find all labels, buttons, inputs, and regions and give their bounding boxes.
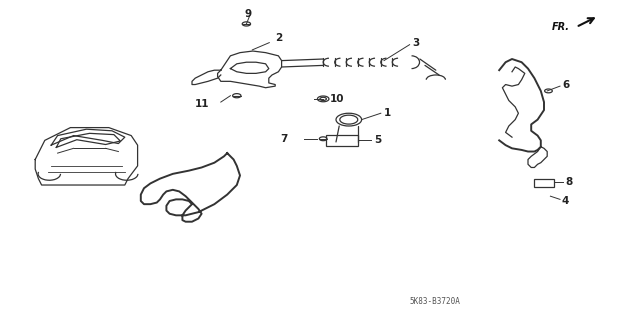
- Text: 8: 8: [565, 177, 572, 187]
- Text: FR.: FR.: [552, 22, 570, 32]
- Bar: [534, 179, 554, 187]
- Text: 2: 2: [275, 33, 282, 43]
- Text: 7: 7: [280, 134, 288, 144]
- Text: 11: 11: [195, 99, 209, 109]
- Text: 3: 3: [413, 38, 420, 48]
- Text: 9: 9: [244, 9, 252, 19]
- Text: 5: 5: [374, 135, 381, 145]
- Text: 5K83-B3720A: 5K83-B3720A: [410, 297, 461, 306]
- Text: 6: 6: [562, 79, 569, 90]
- Text: 4: 4: [562, 196, 570, 206]
- Text: 10: 10: [330, 94, 344, 104]
- Text: 1: 1: [384, 108, 391, 118]
